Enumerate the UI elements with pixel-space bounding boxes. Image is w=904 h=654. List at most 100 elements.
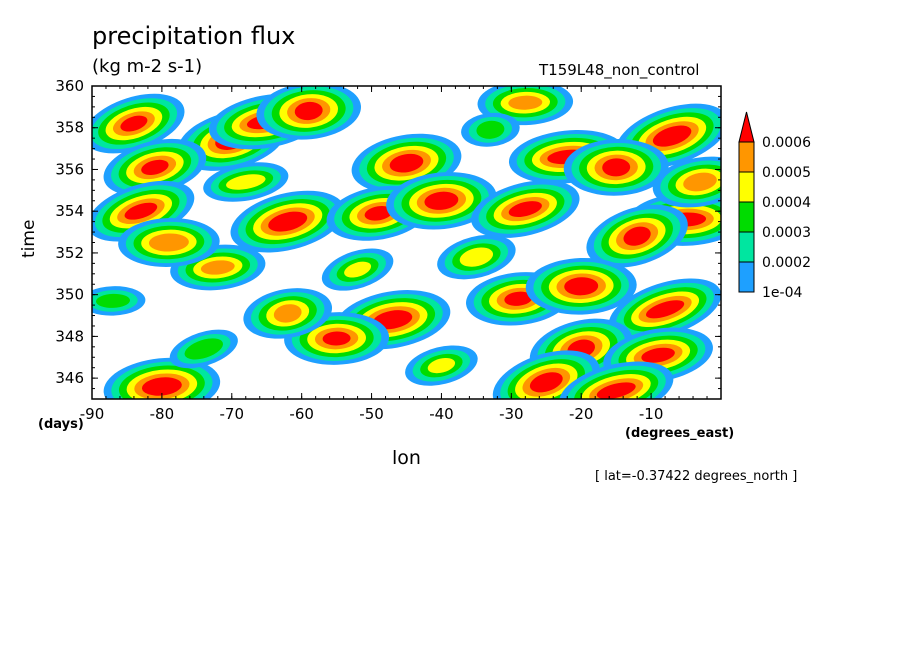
contour-region (284, 312, 390, 365)
contour-region (386, 172, 497, 230)
contour-region (412, 349, 471, 382)
contour-region (351, 133, 462, 193)
y-tick-label: 352 (55, 244, 84, 262)
contour-region (610, 331, 706, 379)
contour-region (126, 151, 184, 184)
contour-region (666, 212, 707, 227)
contour-region (334, 189, 423, 237)
colorbar-label: 0.0002 (762, 255, 811, 271)
contour-region (349, 298, 436, 342)
contour-region (608, 217, 666, 255)
contour-region (507, 359, 585, 399)
contour-region (393, 176, 490, 226)
contour-region (287, 98, 331, 124)
contour-region (105, 106, 163, 141)
contour-region (177, 248, 258, 287)
contour-region (623, 287, 707, 332)
contour-region (564, 277, 599, 296)
y-tick-label: 356 (55, 160, 84, 178)
contour-region (256, 86, 361, 140)
contour-region (537, 322, 626, 375)
contour-region (594, 154, 638, 181)
y-tick-label: 354 (55, 202, 84, 220)
contour-region (650, 204, 721, 235)
contour-region (200, 122, 264, 159)
contour-region (250, 292, 325, 335)
contour-region (365, 306, 420, 334)
contour-region (224, 101, 310, 142)
contour-region (586, 150, 646, 185)
contour-region (531, 141, 603, 172)
contour-region (359, 137, 454, 189)
contour-region (92, 290, 138, 312)
contour-region (409, 183, 474, 218)
x-tick-label: -70 (220, 405, 245, 423)
contour-region (618, 335, 698, 375)
contour-region (216, 97, 317, 146)
y-tick-label: 360 (55, 77, 84, 95)
contour-region (92, 93, 185, 154)
y-axis-label: time (19, 219, 39, 258)
contour-region (314, 327, 359, 350)
contour-region (102, 189, 180, 233)
contour-region (322, 331, 351, 346)
contour-region (307, 323, 366, 354)
contour-region (566, 365, 666, 399)
contour-region (500, 354, 593, 399)
contour-region (459, 247, 494, 267)
contour-region (533, 261, 629, 311)
chart-title: precipitation flux (92, 22, 296, 50)
contour-region (125, 221, 212, 264)
contour-region (593, 209, 681, 264)
contour-region (652, 125, 692, 147)
contour-region (215, 130, 249, 150)
contour-region (294, 101, 323, 121)
contour-region (118, 365, 205, 399)
y-tick-label: 348 (55, 327, 84, 345)
contour-region (492, 350, 600, 399)
contour-region (124, 202, 158, 220)
contour-region (525, 257, 637, 315)
contour-region (133, 155, 177, 180)
contour-region (492, 87, 558, 118)
contour-region (586, 204, 688, 268)
contour-region (552, 331, 611, 367)
contour-region (496, 287, 540, 310)
y-tick-label: 350 (55, 286, 84, 304)
contour-region (299, 319, 374, 358)
contour-region (563, 139, 669, 196)
contour-region (109, 194, 173, 229)
contour-region (177, 334, 231, 364)
contour-region (493, 192, 557, 226)
contour-region (645, 121, 699, 151)
contour-region (120, 115, 148, 132)
contour-region (245, 199, 330, 245)
contour-region (357, 302, 428, 338)
x-tick-label: -50 (359, 405, 384, 423)
contour-region (635, 197, 721, 242)
contour-region (401, 179, 482, 222)
latitude-note: [ lat=-0.37422 degrees_north ] (595, 469, 798, 484)
contour-region (452, 243, 501, 271)
contour-region (185, 113, 279, 167)
contour-region (389, 153, 424, 173)
colorbar-label: 0.0006 (762, 135, 811, 151)
y-axis-unit: (days) (38, 417, 84, 432)
contour-region (616, 222, 659, 251)
contour-region (420, 353, 463, 378)
contour-region (623, 108, 721, 165)
contour-region (94, 185, 187, 238)
contour-region (667, 164, 721, 200)
contour-region (638, 295, 692, 323)
contour-region (559, 361, 674, 399)
contour-region (574, 369, 659, 399)
contour-region (210, 166, 281, 198)
contour-region (602, 158, 631, 177)
contour-region (169, 329, 238, 369)
contour-region (416, 187, 467, 214)
contour-region (200, 260, 235, 275)
contour-region (500, 91, 550, 114)
contour-region (366, 141, 447, 185)
colorbar-segment (738, 141, 755, 173)
